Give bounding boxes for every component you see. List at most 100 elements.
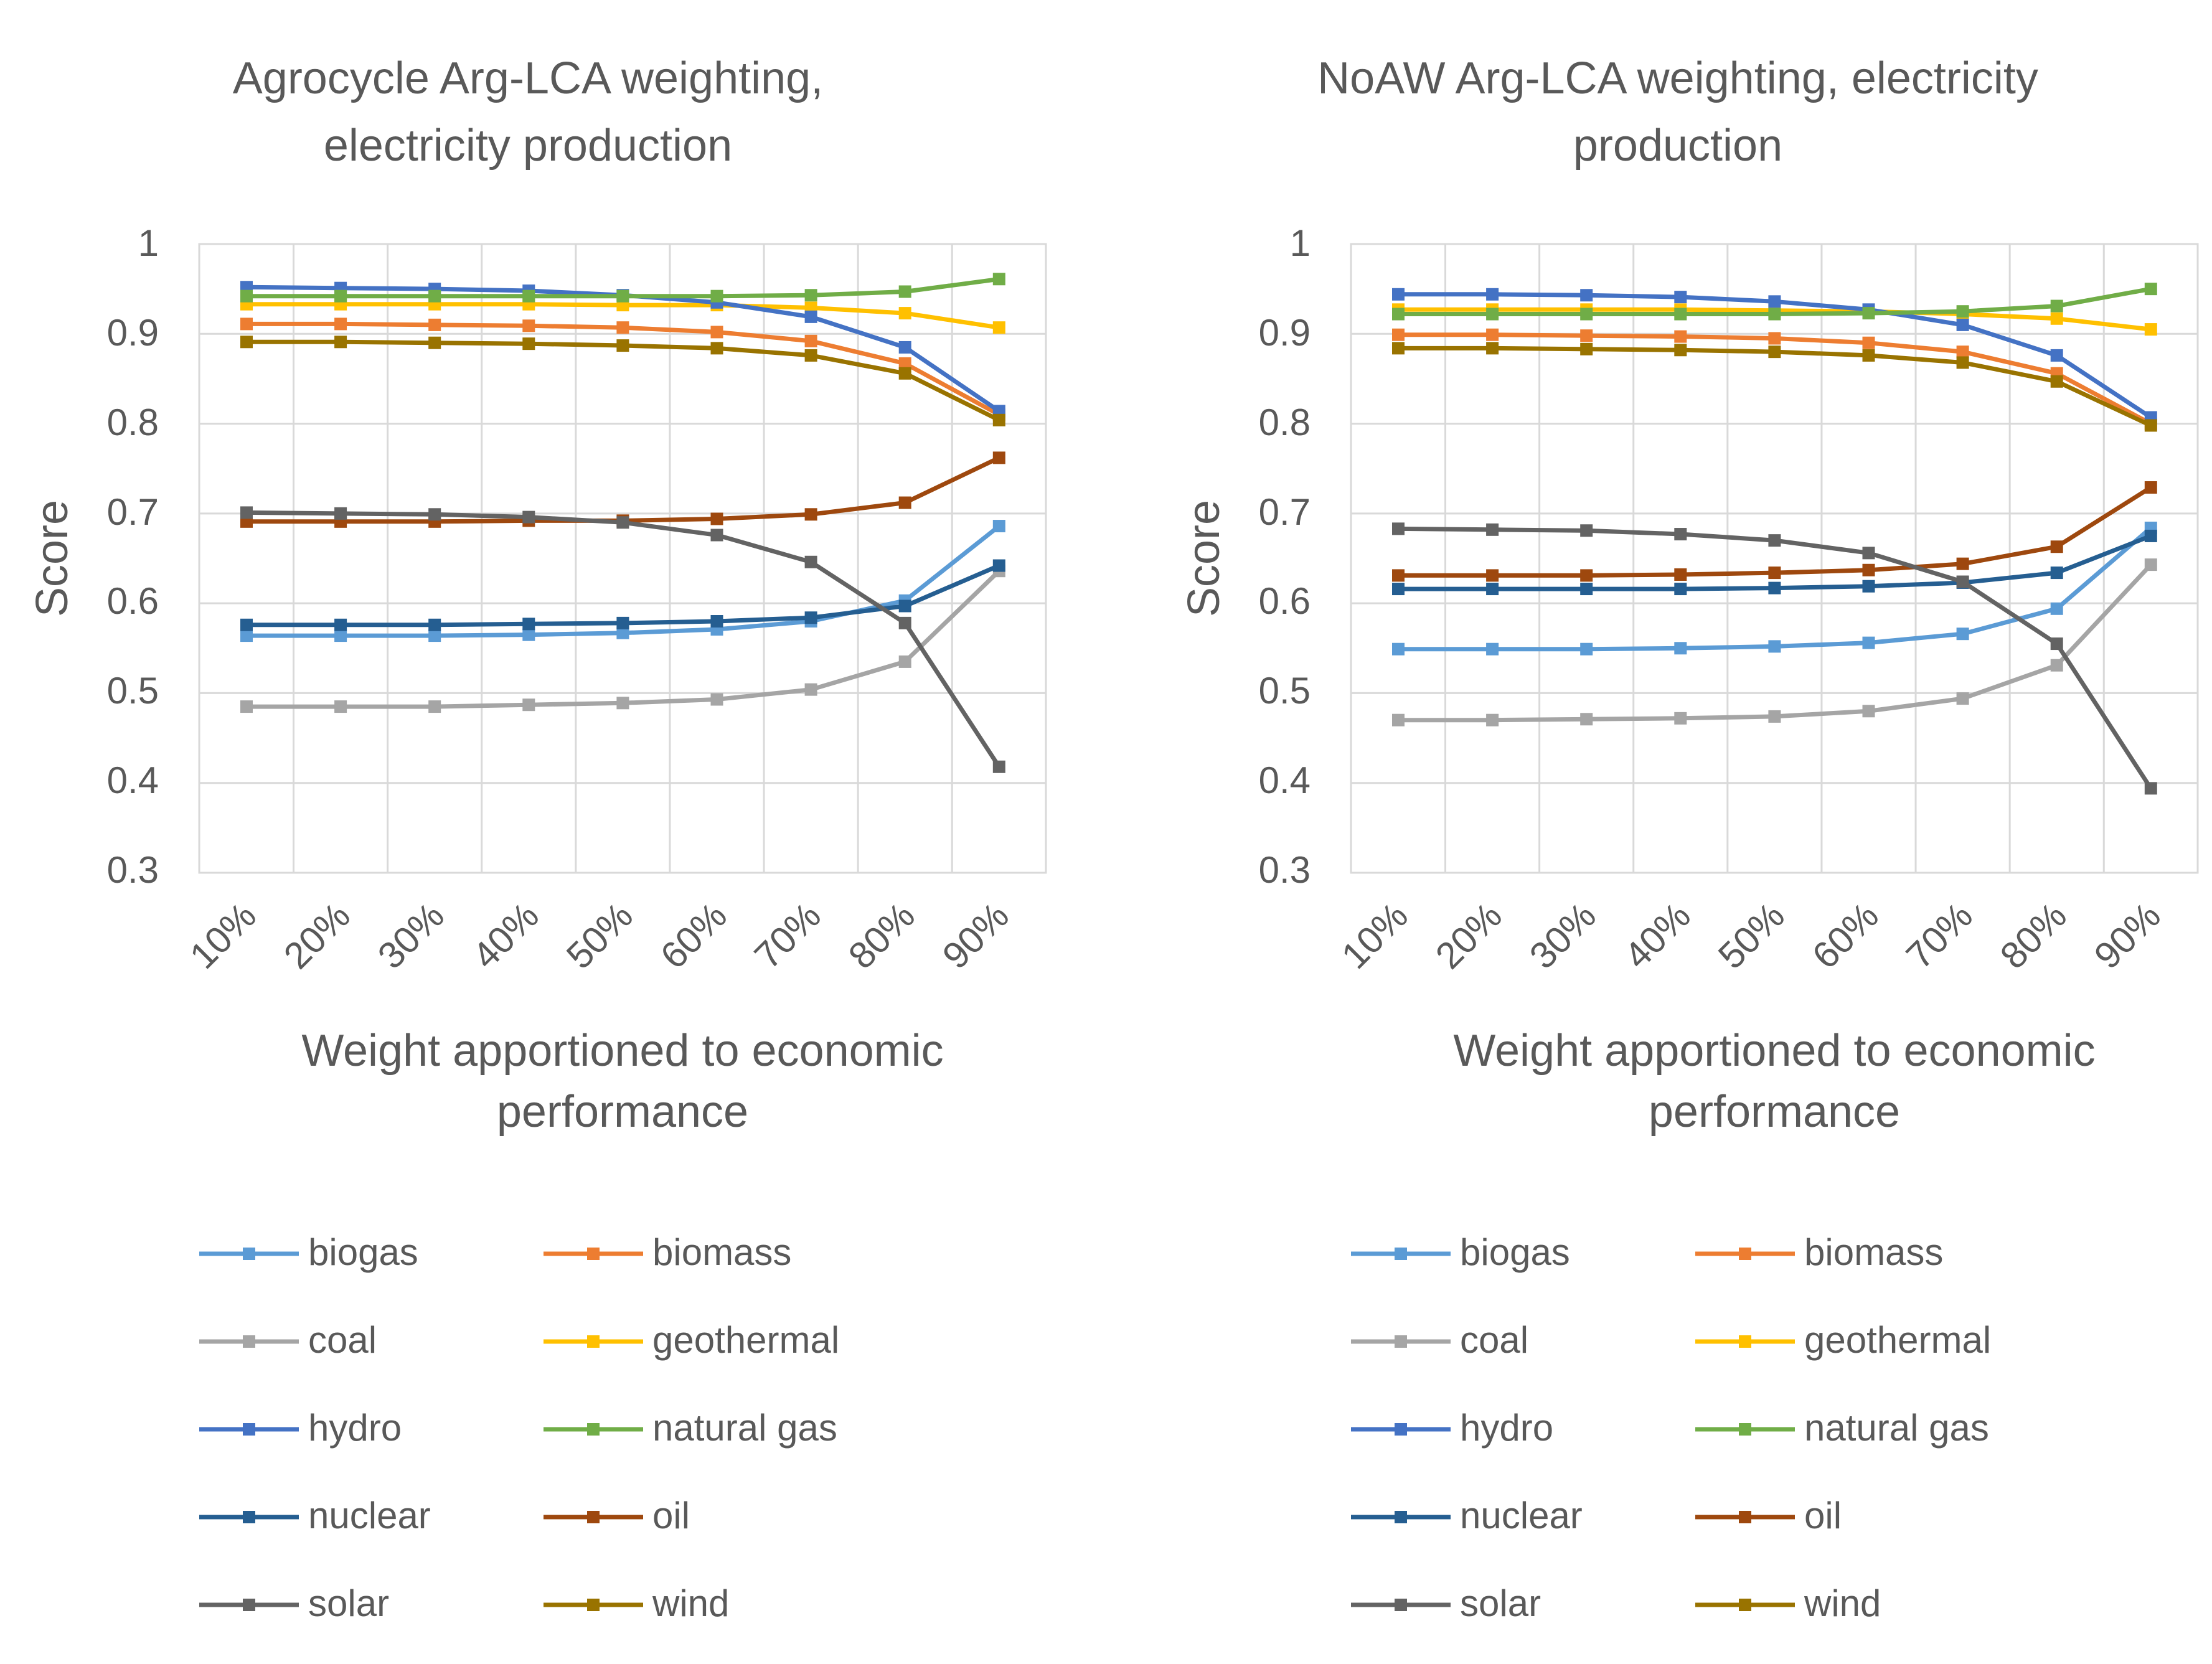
data-point	[522, 319, 535, 332]
data-point	[1392, 342, 1405, 355]
data-point	[804, 611, 817, 624]
horizontal-gridlines	[199, 243, 1046, 874]
legend-key-oil: oil	[1695, 1495, 1842, 1536]
data-point	[1862, 636, 1875, 649]
data-point	[616, 289, 629, 303]
y-tick-label: 1	[1290, 222, 1311, 264]
data-point	[992, 520, 1005, 533]
series-wind	[1392, 342, 2157, 432]
data-point	[522, 698, 535, 712]
legend-label: oil	[652, 1495, 690, 1536]
legend-swatch-marker	[1395, 1248, 1407, 1260]
legend-label: wind	[652, 1582, 729, 1624]
legend-swatch-marker	[243, 1511, 255, 1523]
y-tick-labels: 1 0.9 0.8 0.7 0.6 0.5 0.4 0.3	[107, 222, 159, 891]
x-tick-labels: 10% 20% 30% 40% 50% 60% 70% 80% 90%	[1334, 895, 2168, 977]
data-point	[240, 700, 253, 713]
data-point	[1862, 336, 1875, 349]
data-point	[2144, 481, 2157, 494]
data-point	[1956, 356, 1969, 369]
data-point	[334, 317, 347, 331]
legend-swatch-marker	[243, 1599, 255, 1611]
chart-title-line-2: production	[1573, 121, 1782, 171]
legend-label: natural gas	[652, 1407, 837, 1449]
series-wind	[240, 336, 1005, 426]
y-tick-label: 0.8	[107, 402, 159, 443]
legend-label: coal	[1460, 1319, 1528, 1361]
data-point	[1392, 713, 1405, 726]
series-natural-gas	[240, 273, 1005, 303]
x-axis-label-line-1: Weight apportioned to economic	[1453, 1026, 2095, 1076]
data-point	[1768, 534, 1781, 547]
legend-swatch-marker	[587, 1335, 600, 1348]
x-tick-label: 60%	[652, 895, 735, 977]
legend-swatch-marker	[243, 1335, 255, 1348]
data-point	[2144, 558, 2157, 571]
legend-key-solar: solar	[199, 1582, 389, 1624]
x-tick-label: 40%	[464, 895, 547, 977]
legend-label: nuclear	[1460, 1495, 1583, 1536]
legend-swatch-marker	[1739, 1248, 1751, 1260]
chart-title-line-1: NoAW Arg-LCA weighting, electricity	[1317, 54, 2038, 103]
data-point	[522, 289, 535, 303]
data-point	[710, 289, 723, 303]
legend-key-geothermal: geothermal	[1695, 1319, 1991, 1361]
data-point	[1674, 568, 1687, 581]
data-point	[1956, 628, 1969, 641]
x-tick-label: 60%	[1804, 895, 1886, 977]
legend-key-coal: coal	[1351, 1319, 1528, 1361]
data-point	[1862, 705, 1875, 718]
data-point	[1486, 713, 1499, 726]
data-point	[1674, 291, 1687, 304]
x-axis-label-line-2: performance	[1649, 1087, 1900, 1137]
legend-key-nuclear: nuclear	[1351, 1495, 1583, 1536]
y-axis-label: Score	[1179, 500, 1229, 617]
legend-key-geothermal: geothermal	[544, 1319, 839, 1361]
data-point	[1580, 713, 1593, 726]
legend-swatch-marker	[587, 1248, 600, 1260]
legend-label: hydro	[308, 1407, 402, 1449]
legend-key-coal: coal	[199, 1319, 377, 1361]
series-hydro	[1392, 288, 2157, 424]
data-point	[2144, 782, 2157, 795]
data-point	[334, 336, 347, 349]
data-point	[2050, 659, 2063, 672]
data-point	[240, 336, 253, 349]
y-tick-labels: 1 0.9 0.8 0.7 0.6 0.5 0.4 0.3	[1259, 222, 1311, 891]
data-point	[992, 559, 1005, 572]
series-nuclear	[1392, 529, 2157, 596]
data-point	[2144, 419, 2157, 432]
y-tick-label: 0.9	[107, 312, 159, 354]
data-point	[1768, 345, 1781, 359]
data-point	[240, 618, 253, 631]
legend-label: nuclear	[308, 1495, 431, 1536]
legend-key-oil: oil	[544, 1495, 690, 1536]
data-point	[1768, 640, 1781, 653]
data-point	[1486, 328, 1499, 341]
series-natural-gas	[1392, 283, 2157, 321]
series-oil	[1392, 481, 2157, 582]
x-axis-label-line-1: Weight apportioned to economic	[301, 1026, 943, 1076]
legend-label: biogas	[308, 1231, 418, 1273]
data-point	[898, 599, 911, 613]
x-tick-label: 70%	[1898, 895, 1980, 977]
data-point	[616, 321, 629, 334]
data-point	[710, 615, 723, 628]
data-point	[1392, 642, 1405, 656]
legend-label: biomass	[652, 1231, 791, 1273]
legend-swatch-marker	[243, 1423, 255, 1436]
data-point	[992, 413, 1005, 426]
data-point	[804, 508, 817, 521]
chart-title-line-2: electricity production	[324, 121, 732, 171]
data-point	[1580, 342, 1593, 355]
legend-swatch-marker	[1739, 1423, 1751, 1436]
data-point	[2050, 602, 2063, 615]
x-tick-label: 70%	[746, 895, 829, 977]
data-point	[1486, 288, 1499, 301]
chart-agrocycle: Agrocycle Arg-LCA weighting, electricity…	[27, 54, 1047, 1624]
x-tick-label: 10%	[182, 895, 264, 977]
legend-label: wind	[1804, 1582, 1881, 1624]
data-point	[1862, 349, 1875, 362]
data-point	[1956, 305, 1969, 318]
data-point	[1768, 308, 1781, 321]
